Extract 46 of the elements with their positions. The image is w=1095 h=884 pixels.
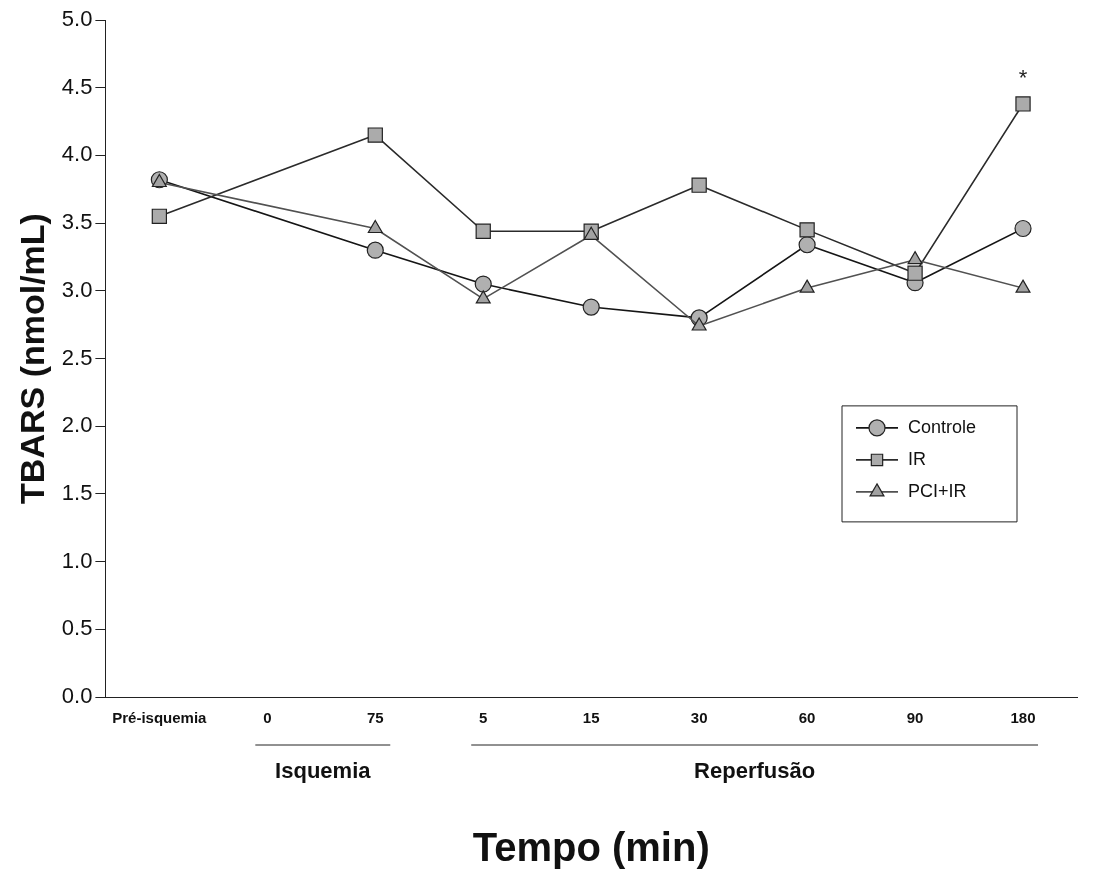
y-tick-label: 1.5 — [61, 479, 93, 505]
x-tick-label: 180 — [1010, 709, 1036, 727]
text: Reperfusão — [694, 758, 816, 784]
point — [907, 251, 923, 265]
x-tick-label: 30 — [690, 709, 708, 727]
point — [367, 127, 383, 143]
legend-label: Controle — [908, 416, 977, 437]
x-tick-label: 0 — [263, 709, 272, 727]
point — [799, 279, 815, 293]
x-tick-label: Pré-isquemia — [112, 709, 208, 727]
point — [475, 290, 491, 304]
point — [475, 223, 491, 239]
y-tick-label: 3.5 — [61, 209, 93, 235]
point — [691, 317, 707, 331]
y-tick-label: 4.5 — [61, 73, 93, 99]
x-tick-label: 90 — [906, 709, 924, 727]
point — [1015, 96, 1031, 112]
point — [474, 275, 492, 293]
point — [798, 236, 816, 254]
text: Isquemia — [275, 758, 372, 784]
y-tick-label: 2.5 — [61, 344, 93, 370]
y-tick-label: 3.0 — [61, 276, 93, 302]
point — [907, 265, 923, 281]
y-tick-label: 1.0 — [61, 547, 93, 573]
point — [799, 222, 815, 238]
point — [151, 208, 168, 224]
y-tick-label: 5.0 — [61, 6, 93, 32]
legend-label: IR — [908, 448, 926, 469]
legend-label: PCI+IR — [908, 480, 967, 501]
y-tick-label: 0.0 — [61, 683, 93, 709]
point — [1014, 219, 1032, 238]
y-tick-label: 4.0 — [61, 141, 93, 167]
x-axis-title: Tempo (min) — [472, 825, 710, 870]
point — [1015, 279, 1031, 293]
x-tick-label: 60 — [798, 709, 816, 727]
x-tick-label: 15 — [582, 709, 600, 727]
y-tick-label: 2.0 — [61, 412, 93, 438]
y-tick-label: 0.5 — [61, 615, 93, 641]
x-tick-label: 5 — [479, 709, 488, 727]
x-tick-label: 75 — [366, 709, 384, 727]
point — [582, 298, 600, 316]
point — [691, 177, 707, 193]
y-axis-title: TBARS (nmol/mL) — [12, 213, 51, 504]
annotation: * — [1018, 65, 1028, 91]
point — [366, 241, 384, 259]
point — [367, 219, 383, 234]
